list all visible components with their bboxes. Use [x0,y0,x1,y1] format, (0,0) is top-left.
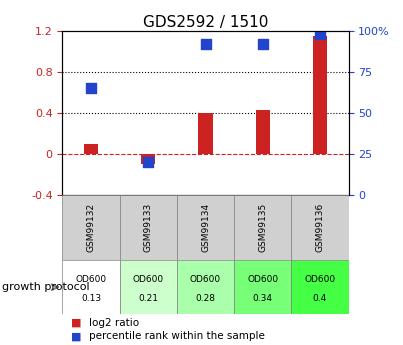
Bar [291,195,349,260]
Text: GSM99132: GSM99132 [87,203,96,252]
Text: OD600: OD600 [304,275,336,284]
Text: GSM99134: GSM99134 [201,203,210,252]
Point [145,159,152,165]
Bar [291,260,349,314]
Text: percentile rank within the sample: percentile rank within the sample [89,332,264,341]
Text: 0.34: 0.34 [253,295,273,304]
Text: ■: ■ [71,318,81,327]
Bar [120,260,177,314]
Text: 0.4: 0.4 [313,295,327,304]
Text: OD600: OD600 [247,275,278,284]
Bar [234,195,291,260]
Bar [62,195,120,260]
Point [317,31,323,37]
Bar [177,260,234,314]
Bar [234,260,291,314]
Text: 0.21: 0.21 [138,295,158,304]
Text: growth protocol: growth protocol [2,282,89,292]
Text: ■: ■ [71,332,81,341]
Bar [120,195,177,260]
Text: GSM99135: GSM99135 [258,203,267,252]
Bar [313,36,327,154]
Text: 0.13: 0.13 [81,295,101,304]
Bar [256,110,270,154]
Text: OD600: OD600 [133,275,164,284]
Bar [84,144,98,154]
Point [260,41,266,47]
Text: GSM99133: GSM99133 [144,203,153,252]
Point [88,86,94,91]
Text: log2 ratio: log2 ratio [89,318,139,327]
Text: OD600: OD600 [190,275,221,284]
Text: 0.28: 0.28 [195,295,216,304]
Bar [141,154,156,164]
Bar [62,260,120,314]
Bar [177,195,234,260]
Title: GDS2592 / 1510: GDS2592 / 1510 [143,15,268,30]
Point [202,41,209,47]
Bar [198,113,213,154]
Text: GSM99136: GSM99136 [316,203,324,252]
Text: OD600: OD600 [75,275,107,284]
